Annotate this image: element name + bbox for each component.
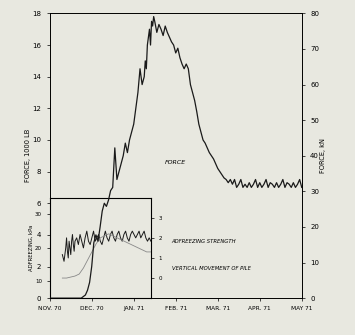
Y-axis label: FORCE, kN: FORCE, kN [321,138,327,173]
Text: VERTICAL MOVEMENT OF PILE: VERTICAL MOVEMENT OF PILE [171,266,251,271]
Y-axis label: ADFREEZING, kPa: ADFREEZING, kPa [29,225,34,271]
Text: FORCE: FORCE [165,160,186,165]
Text: ADFREEZING STRENGTH: ADFREEZING STRENGTH [171,239,236,244]
Y-axis label: FORCE, 1000 LB: FORCE, 1000 LB [25,129,31,182]
